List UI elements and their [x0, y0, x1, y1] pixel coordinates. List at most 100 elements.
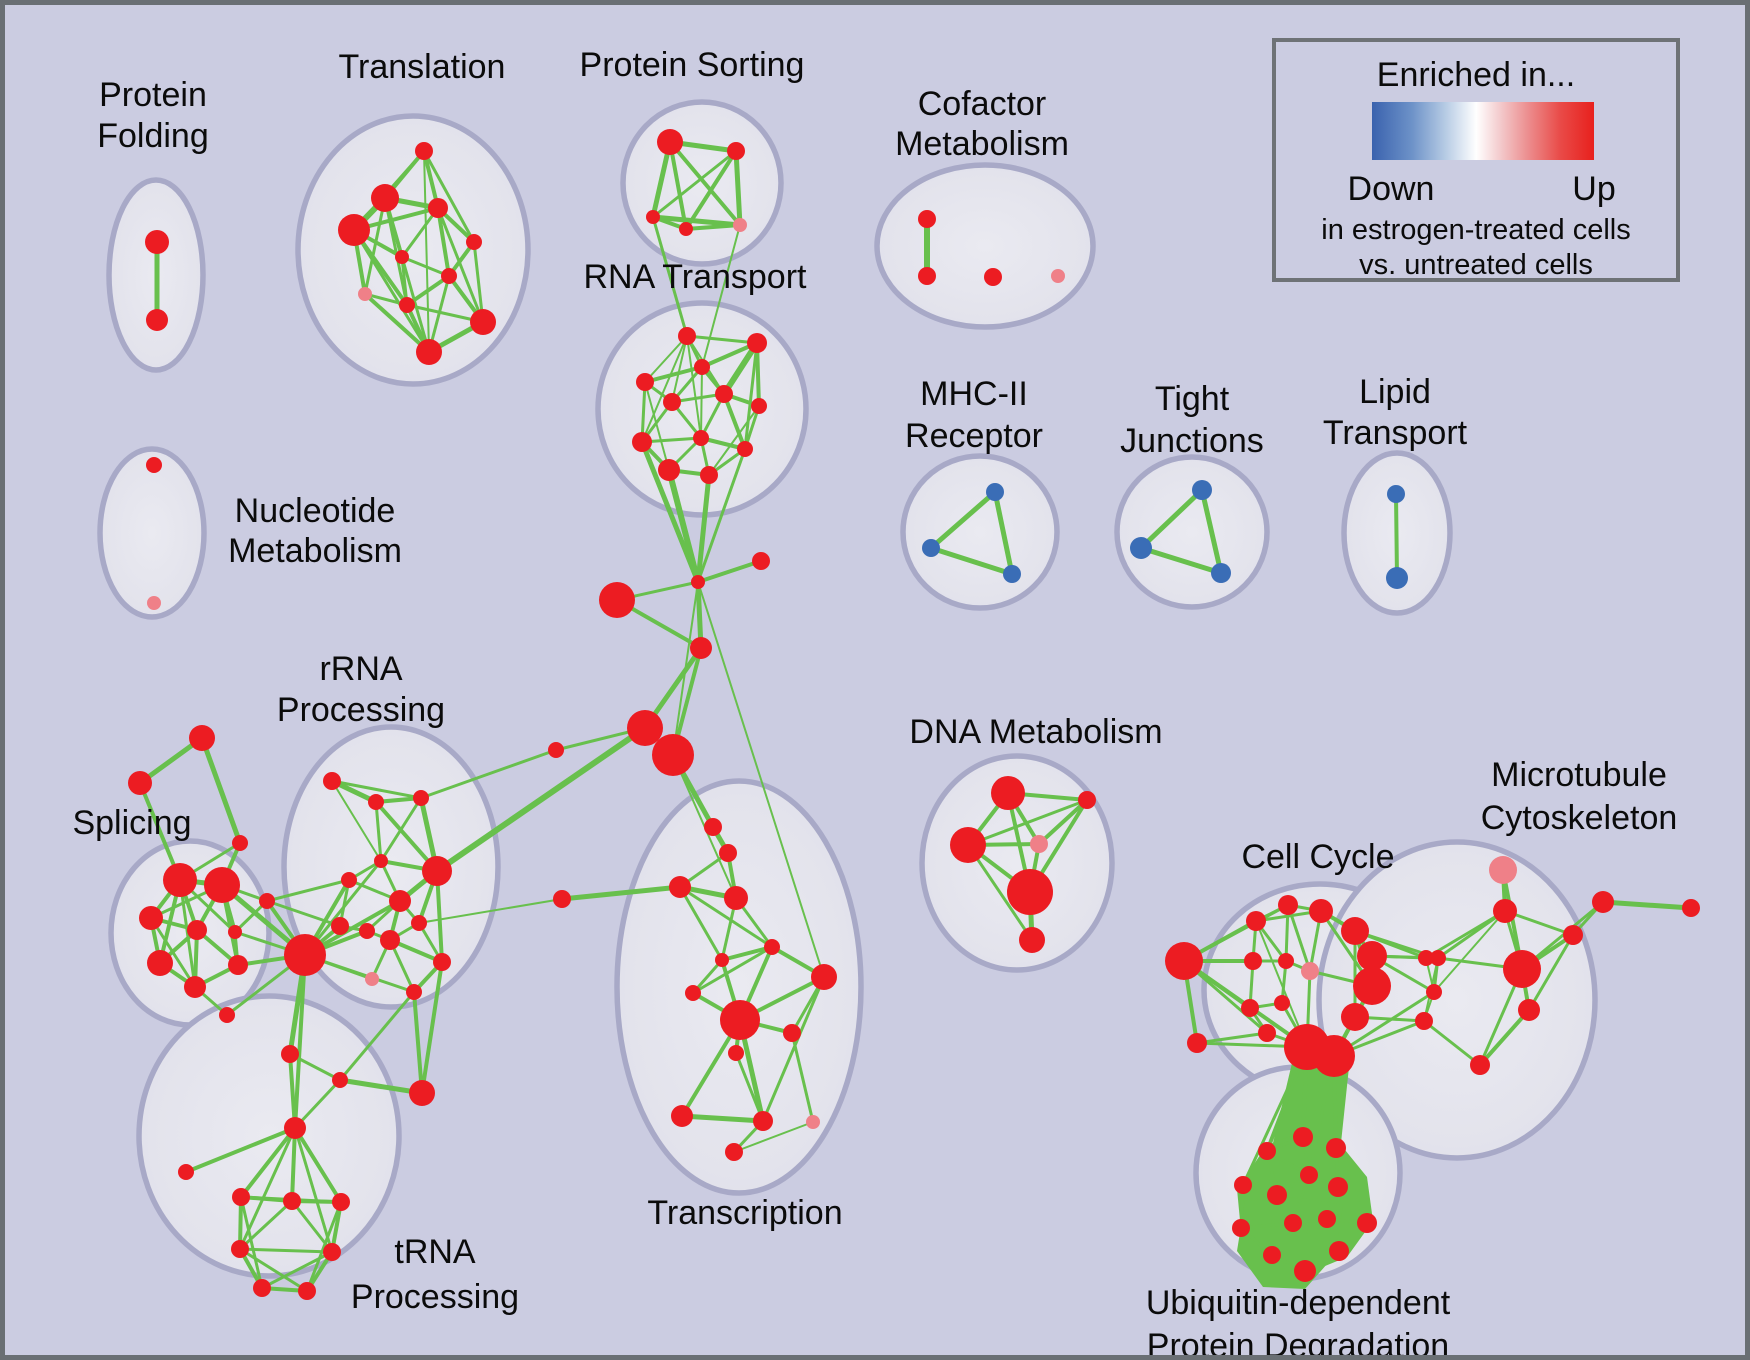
transcription-edge [691, 945, 774, 995]
transcription-edge [678, 885, 724, 962]
rna_transport-edge [644, 381, 670, 471]
translation-geneset-node [466, 234, 482, 250]
ubiquitin-geneset-node [1318, 1210, 1336, 1228]
rna_transport-edge [700, 341, 759, 369]
dna-geneset-node [1030, 835, 1048, 853]
legend-subtitle-line2: vs. untreated cells [1359, 249, 1593, 281]
translation-cluster-label: Translation [339, 48, 506, 86]
trna-geneset-node [332, 1193, 350, 1211]
ubiquitin-geneset-node [1326, 1138, 1346, 1158]
cofactor-cluster-label: Cofactor [918, 85, 1047, 123]
mhc2-cluster-label: MHC-II [920, 375, 1028, 413]
translation-edge [400, 255, 451, 278]
lipid_transport-cluster-label: Lipid [1359, 373, 1431, 411]
translation-geneset-node [371, 184, 399, 212]
trna-edge [260, 1250, 334, 1290]
rna_transport-edge [644, 335, 688, 383]
translation-edge [400, 206, 440, 259]
rna_transport-geneset-node [663, 393, 681, 411]
trna-geneset-node [283, 1192, 301, 1210]
trna-edge [238, 1247, 309, 1293]
lipid_transport-geneset-node [1387, 485, 1405, 503]
ubiquitin-geneset-node [1294, 1260, 1316, 1282]
trna-geneset-node [231, 1240, 249, 1258]
splicing-geneset-node [228, 955, 248, 975]
center-geneset-node [691, 575, 705, 589]
trna-edge [238, 1247, 334, 1254]
trna-edge [305, 1200, 343, 1293]
translation-edge [422, 149, 476, 244]
cofactor-geneset-node [918, 267, 936, 285]
rna_transport-geneset-node [636, 373, 654, 391]
translation-geneset-node [416, 339, 442, 365]
splicing-geneset-node [184, 976, 206, 998]
tight_junctions-cluster-ellipse [1114, 454, 1270, 610]
ubiquitin-cluster-label: Protein Degradation [1147, 1327, 1449, 1360]
microtubule-geneset-node [1563, 925, 1583, 945]
ubiquitin-geneset-node [1258, 1142, 1276, 1160]
trna-geneset-node [281, 1045, 299, 1063]
node-layer [128, 129, 1700, 1300]
ubiquitin-cluster-label: Ubiquitin-dependent [1146, 1284, 1451, 1322]
center-geneset-node [690, 637, 712, 659]
transcription-geneset-node [704, 818, 722, 836]
splicing-geneset-node [147, 950, 173, 976]
protein_sorting-edge [650, 214, 743, 228]
cofactor-geneset-node [1051, 269, 1065, 283]
transcription-edge [678, 885, 774, 949]
trna-edge [290, 1126, 297, 1203]
trna-rrna-link-edge [420, 960, 444, 1095]
microtubule-geneset-node [1489, 856, 1517, 884]
rrna-geneset-node [331, 917, 349, 935]
rna_transport-edge [686, 335, 702, 439]
rna_transport-geneset-node [694, 359, 710, 375]
rrna-geneset-node [433, 953, 451, 971]
ubiquitin-geneset-node [1267, 1185, 1287, 1205]
center-edge [672, 581, 699, 756]
center-rrna-link-edge [434, 725, 648, 874]
rna_transport-cluster-label: RNA Transport [584, 258, 808, 296]
rna_transport-geneset-node [747, 333, 767, 353]
transcription-geneset-node [811, 964, 837, 990]
center-edge [695, 579, 704, 651]
transcription-edge [679, 1113, 766, 1124]
splicing-geneset-node [163, 863, 197, 897]
trna-edge [293, 1126, 343, 1204]
transcription-geneset-node [719, 844, 737, 862]
nucleotide-cluster-label: Nucleotide [235, 492, 396, 530]
microtubule-geneset-node [1470, 1055, 1490, 1075]
translation-edge [427, 274, 451, 354]
transcription-geneset-node [783, 1024, 801, 1042]
lipid_transport-geneset-node [1386, 567, 1408, 589]
ubiquitin-geneset-node [1263, 1246, 1281, 1264]
transcription-geneset-node [725, 1143, 743, 1161]
rna_transport-geneset-node [737, 441, 753, 457]
center-geneset-node [599, 582, 635, 618]
mhc2-cluster-label: Receptor [905, 417, 1043, 455]
translation-edge [436, 206, 451, 278]
legend-box: Enriched in... Down Up in estrogen-treat… [1272, 38, 1680, 282]
microtubule-edge [1503, 909, 1575, 937]
cell_cycle-cluster-label: Cell Cycle [1241, 838, 1394, 876]
trna-cluster-ellipse [136, 993, 402, 1279]
microtubule-geneset-node [1430, 950, 1446, 966]
cell_cycle-geneset-node [1246, 911, 1266, 931]
rrna-cluster-label: Processing [277, 691, 445, 729]
ubiquitin-geneset-node [1284, 1214, 1302, 1232]
rna_transport-edge [700, 366, 703, 439]
splicing-edge [199, 735, 243, 846]
microtubule-geneset-node [1518, 999, 1540, 1021]
protein_folding-geneset-node [145, 230, 169, 254]
protein_sorting-geneset-node [679, 222, 693, 236]
protein_sorting-edge [684, 223, 742, 231]
rrna-geneset-node [284, 934, 326, 976]
translation-geneset-node [415, 142, 433, 160]
trna-geneset-node [409, 1080, 435, 1106]
dna-geneset-node [991, 776, 1025, 810]
tight_junctions-geneset-node [1192, 480, 1212, 500]
protein_sorting-edge [684, 149, 738, 231]
cell_cycle-geneset-node [1258, 1024, 1276, 1042]
rrna-geneset-node [389, 890, 411, 912]
transcription-geneset-node [806, 1115, 820, 1129]
transcription-edge [720, 945, 774, 962]
